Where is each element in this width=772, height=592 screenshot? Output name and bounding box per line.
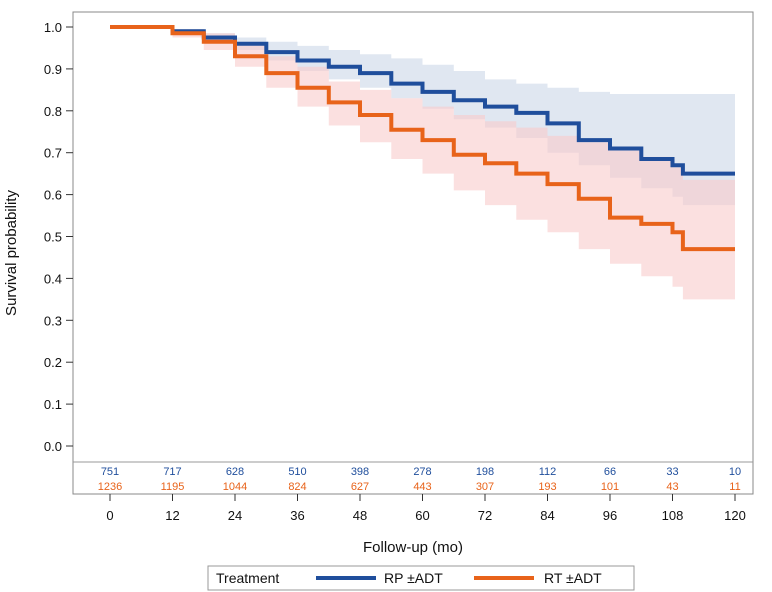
x-tick-label: 120 (724, 508, 746, 523)
confidence-band-1 (110, 27, 735, 300)
x-tick-label: 60 (415, 508, 429, 523)
y-axis-title: Survival probability (3, 190, 20, 316)
legend-box (207, 565, 635, 591)
x-tick-label: 12 (165, 508, 179, 523)
at-risk-count: 11 (729, 481, 740, 493)
y-tick-label: 0.0 (44, 439, 62, 454)
at-risk-count: 43 (666, 481, 678, 493)
x-axis: 0 12 24 36 48 60 72 84 96 108 120 (106, 494, 746, 523)
x-tick-label: 48 (353, 508, 367, 523)
x-tick-label: 96 (603, 508, 617, 523)
at-risk-count: 751 (101, 466, 119, 478)
at-risk-count: 824 (288, 481, 306, 493)
at-risk-count: 198 (476, 466, 494, 478)
at-risk-count: 193 (538, 481, 556, 493)
legend-title: Treatment (216, 570, 279, 586)
x-tick-label: 108 (662, 508, 684, 523)
y-tick-label: 0.8 (44, 104, 62, 119)
at-risk-table: 751 717 628 510 398 278 198 112 66 33 10 1236 1195 10… (98, 466, 741, 493)
at-risk-count: 1236 (98, 481, 122, 493)
at-risk-count: 443 (413, 481, 431, 493)
y-tick-label: 0.3 (44, 313, 62, 328)
x-tick-label: 36 (290, 508, 304, 523)
at-risk-count: 278 (413, 466, 431, 478)
at-risk-count: 10 (729, 466, 741, 478)
y-tick-label: 0.6 (44, 188, 62, 203)
x-tick-label: 0 (106, 508, 113, 523)
survival-curves (110, 25, 735, 252)
x-tick-label: 24 (228, 508, 242, 523)
survival-curve-0 (110, 25, 735, 176)
y-tick-label: 0.4 (44, 271, 62, 286)
y-tick-label: 0.9 (44, 62, 62, 77)
y-tick-label: 0.7 (44, 146, 62, 161)
y-tick-label: 0.1 (44, 397, 62, 412)
at-risk-count: 510 (288, 466, 306, 478)
at-risk-count: 398 (351, 466, 369, 478)
x-axis-title: Follow-up (mo) (363, 539, 463, 556)
at-risk-count: 307 (476, 481, 494, 493)
legend-label-rt: RT ±ADT (544, 570, 602, 586)
x-tick-label: 72 (478, 508, 492, 523)
at-risk-count: 628 (226, 466, 244, 478)
at-risk-count: 1195 (161, 481, 185, 493)
at-risk-count: 112 (539, 466, 557, 478)
at-risk-count: 101 (601, 481, 619, 493)
at-risk-count: 66 (604, 466, 616, 478)
at-risk-count: 717 (163, 466, 181, 478)
at-risk-count: 627 (351, 481, 369, 493)
x-tick-label: 84 (540, 508, 554, 523)
legend-label-rp: RP ±ADT (384, 570, 443, 586)
survival-curve-1 (110, 25, 735, 252)
y-tick-label: 1.0 (44, 20, 62, 35)
y-tick-label: 0.5 (44, 230, 62, 245)
legend: Treatment RP ±ADT RT ±ADT (207, 565, 635, 591)
y-tick-label: 0.2 (44, 355, 62, 370)
at-risk-count: 1044 (223, 481, 247, 493)
at-risk-count: 33 (666, 466, 678, 478)
confidence-bands (110, 27, 735, 300)
y-axis: 0.0 0.1 0.2 0.3 0.4 0.5 0.6 0.7 0.8 0.9 1.0 (44, 20, 73, 454)
